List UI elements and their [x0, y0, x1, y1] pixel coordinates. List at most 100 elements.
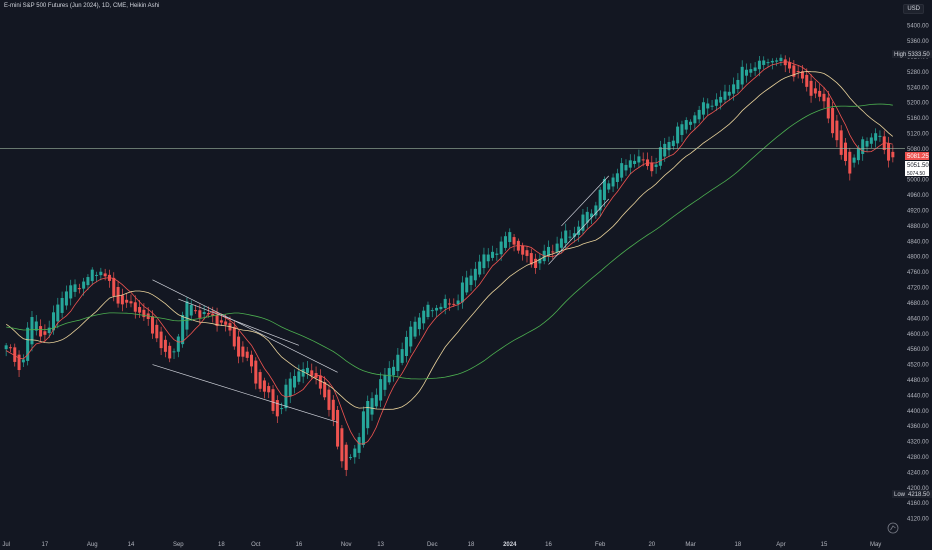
candle-body: [224, 321, 228, 325]
candle-body: [125, 299, 129, 303]
price-tick-label: 4840.00: [907, 239, 929, 245]
candle-body: [508, 232, 512, 243]
candle: [620, 157, 624, 182]
candle: [684, 117, 688, 134]
candle-body: [318, 375, 322, 389]
last-price-tags: 5081.25 5051.50 5074.50: [905, 152, 929, 177]
candle: [271, 385, 275, 415]
candle: [714, 93, 718, 111]
candle-body: [869, 137, 873, 144]
candle-body: [611, 177, 615, 187]
candle-body: [73, 284, 77, 292]
candle: [426, 301, 430, 320]
candle: [439, 303, 443, 312]
candle: [831, 101, 835, 138]
candle-body: [757, 60, 761, 70]
candle: [77, 283, 81, 294]
candle: [353, 445, 357, 464]
candle: [293, 369, 297, 394]
candle: [159, 326, 163, 355]
time-tick-label: 20: [648, 542, 655, 548]
candle: [120, 288, 124, 312]
candle: [8, 344, 12, 353]
candle: [624, 159, 628, 176]
candle-body: [51, 312, 56, 331]
candle-body: [740, 66, 744, 85]
candle: [512, 234, 516, 252]
candle: [150, 310, 155, 339]
price-tick-label: 4520.00: [907, 363, 929, 369]
candle: [194, 304, 198, 314]
candle-body: [766, 62, 770, 64]
candle: [95, 271, 99, 283]
candle-body: [409, 326, 413, 347]
candle: [800, 65, 804, 84]
candle: [447, 298, 452, 311]
trendline[interactable]: [152, 364, 338, 423]
candle-body: [843, 142, 848, 162]
candle-body: [443, 298, 447, 309]
candle-body: [719, 96, 723, 103]
candle-body: [26, 327, 30, 361]
candle: [323, 376, 327, 401]
trendlines-layer: [152, 175, 610, 423]
candle-body: [103, 273, 107, 277]
candle-body: [374, 394, 378, 407]
currency-button[interactable]: USD: [903, 4, 924, 14]
candle-body: [624, 164, 628, 171]
time-tick-label: May: [870, 542, 881, 548]
candle: [400, 342, 404, 366]
candle: [460, 276, 464, 309]
time-axis[interactable]: Jul 17 Aug 14 Sep 18 Oct 16 Nov 13 Dec 18 2024 16 Feb 2…: [2, 542, 881, 548]
candle-body: [727, 91, 731, 96]
candle-body: [396, 354, 400, 372]
candle: [590, 209, 594, 225]
candle: [482, 247, 486, 275]
candle-body: [607, 183, 611, 190]
time-tick-label: Oct: [251, 542, 261, 548]
trendline[interactable]: [561, 175, 610, 227]
last-price-red: 5081.25: [907, 154, 929, 160]
price-tick-label: 5240.00: [907, 85, 929, 91]
candle: [241, 341, 245, 363]
candle-body: [142, 309, 146, 318]
candle: [843, 138, 848, 166]
candle-body: [172, 351, 176, 353]
candle-body: [676, 126, 680, 144]
candle-body: [822, 93, 826, 102]
candle-body: [581, 214, 585, 231]
candle: [697, 105, 701, 124]
candle-body: [598, 189, 602, 211]
candle: [671, 135, 675, 150]
candle-body: [129, 301, 133, 304]
price-tick-label: 5280.00: [907, 70, 929, 76]
candle-body: [839, 130, 843, 155]
candle: [284, 378, 288, 412]
candle-body: [658, 147, 662, 166]
candle: [185, 297, 189, 337]
trendline[interactable]: [152, 279, 338, 373]
candle: [64, 285, 68, 310]
candle-body: [211, 313, 215, 316]
candle: [891, 145, 895, 163]
candle-body: [176, 336, 180, 352]
indicators-layer: [5, 61, 894, 445]
candle: [237, 330, 241, 364]
time-tick-label: 16: [296, 542, 303, 548]
trendline[interactable]: [548, 198, 610, 265]
trendline[interactable]: [178, 298, 299, 346]
candle-body: [17, 354, 21, 371]
chart-title: E-mini S&P 500 Futures (Jun 2024), 1D, C…: [4, 3, 160, 9]
price-axis[interactable]: 5400.005360.005320.005280.005240.005200.…: [907, 24, 929, 523]
candle: [340, 424, 344, 468]
candle: [788, 57, 792, 74]
candle-body: [301, 369, 305, 377]
candle: [822, 87, 826, 109]
candle-body: [163, 339, 167, 352]
candle: [762, 56, 766, 70]
candle: [744, 63, 749, 83]
candle: [650, 155, 654, 177]
candle-body: [736, 79, 740, 90]
candle: [318, 369, 322, 395]
